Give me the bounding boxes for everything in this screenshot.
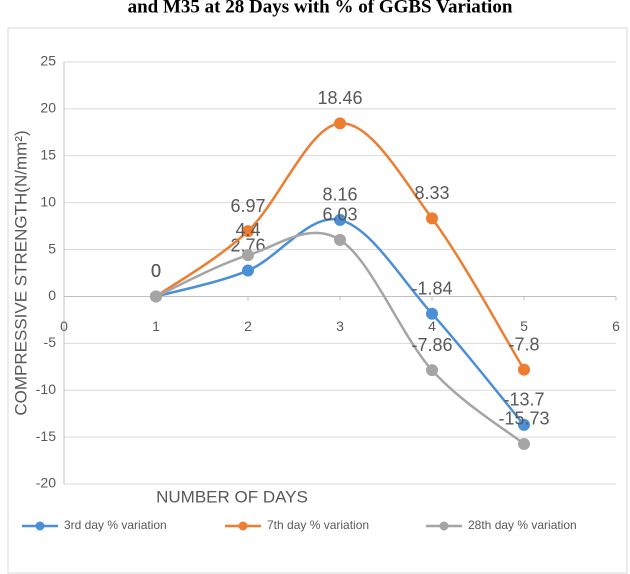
legend-marker [35, 521, 45, 531]
data-label: 0 [151, 261, 161, 281]
data-label: 8.16 [322, 185, 357, 205]
legend-marker [439, 521, 449, 531]
y-tick-label: -20 [36, 475, 56, 491]
data-label: -1.84 [411, 278, 452, 298]
data-label: 4.4 [235, 220, 260, 240]
data-label: -7.86 [411, 335, 452, 355]
marker [518, 437, 530, 450]
y-tick-label: -5 [44, 334, 57, 350]
marker [518, 418, 530, 431]
marker [150, 290, 162, 303]
y-tick-label: 10 [40, 193, 56, 209]
chart-title: and M35 at 28 Days with % of GGBS Variat… [128, 0, 513, 17]
data-label: 18.46 [317, 88, 362, 108]
marker [334, 213, 346, 226]
x-axis-title: NUMBER OF DAYS [156, 487, 308, 506]
marker [334, 117, 346, 130]
y-tick-label: -10 [36, 381, 56, 397]
legend-label: 3rd day % variation [64, 518, 167, 532]
legend-label: 28th day % variation [468, 518, 577, 532]
x-tick-label: 3 [336, 318, 344, 334]
data-label: 0 [151, 261, 161, 281]
x-tick-label: 2 [244, 318, 252, 334]
marker [426, 307, 438, 320]
marker [334, 233, 346, 246]
data-label: 0 [151, 261, 161, 281]
x-tick-label: 6 [612, 318, 620, 334]
y-tick-label: 20 [40, 100, 56, 116]
marker [242, 225, 254, 238]
y-tick-label: 0 [48, 287, 56, 303]
y-tick-label: 15 [40, 146, 56, 162]
marker [426, 212, 438, 225]
chart-border [7, 27, 628, 574]
x-tick-label: 0 [60, 318, 68, 334]
series-line [155, 217, 525, 426]
data-label: 6.97 [230, 196, 265, 216]
marker [518, 363, 530, 376]
data-label: 6.03 [322, 205, 357, 225]
data-label: -7.8 [508, 334, 539, 354]
legend-marker [238, 521, 248, 531]
y-tick-label: 25 [40, 53, 56, 69]
data-label: -13.7 [503, 390, 544, 410]
y-tick-label: -15 [36, 428, 56, 444]
x-tick-label: 4 [428, 318, 436, 334]
data-label: -15.73 [498, 409, 549, 429]
x-tick-label: 1 [152, 318, 160, 334]
y-axis-title: COMPRESSIVE STRENGTH(N/mm²) [11, 130, 30, 415]
marker [242, 249, 254, 262]
data-label: 8.33 [414, 183, 449, 203]
marker [426, 364, 438, 377]
y-tick-label: 5 [48, 240, 56, 256]
marker [242, 264, 254, 277]
legend-label: 7th day % variation [267, 518, 369, 532]
x-tick-label: 5 [520, 318, 528, 334]
